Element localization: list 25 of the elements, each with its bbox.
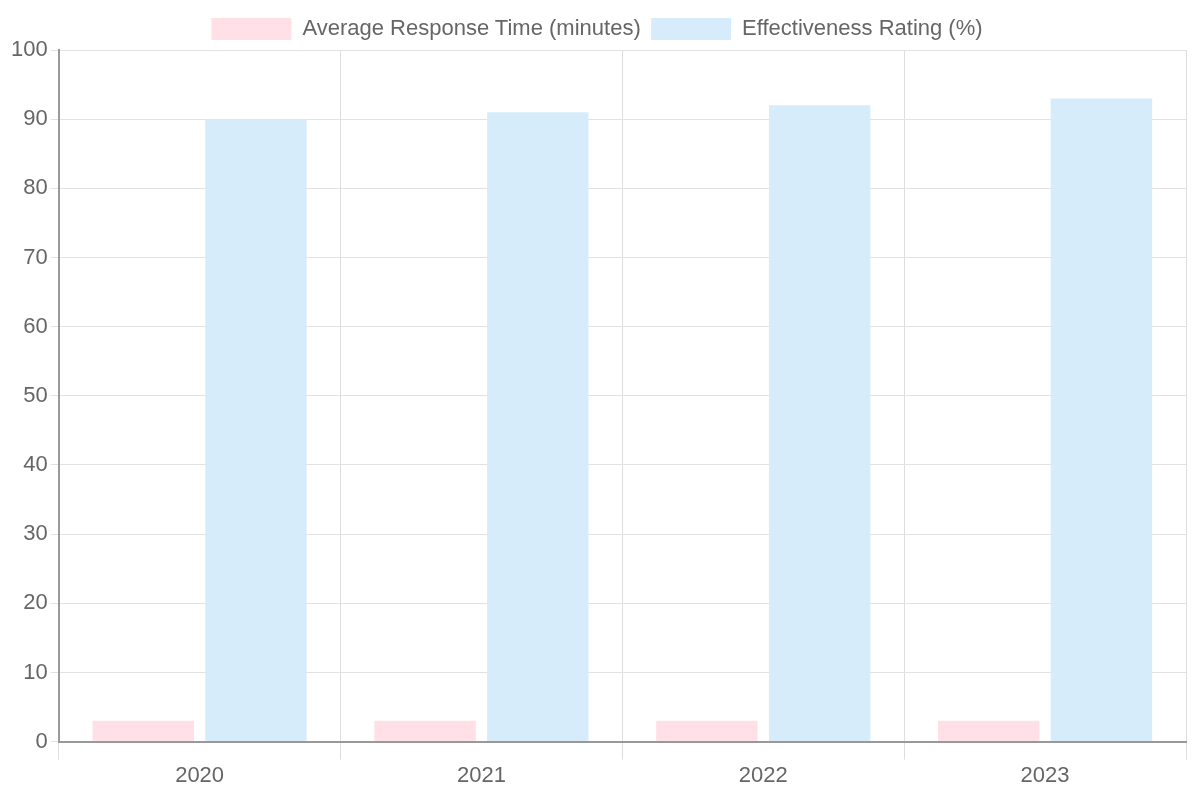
y-tick-label: 80 xyxy=(23,174,48,200)
bar xyxy=(1050,98,1153,742)
bar xyxy=(768,105,871,742)
x-tick-label: 2021 xyxy=(456,761,506,787)
bar xyxy=(487,112,589,742)
x-tick-label: 2023 xyxy=(1020,761,1070,787)
y-tick-label: 50 xyxy=(23,381,48,407)
y-tick-label: 0 xyxy=(35,727,48,753)
legend-label: Effectiveness Rating (%) xyxy=(742,15,983,41)
y-tick-label: 100 xyxy=(10,36,48,62)
x-tick-label: 2020 xyxy=(175,761,225,787)
bar xyxy=(374,720,476,742)
x-tick-label: 2022 xyxy=(738,761,788,787)
legend-label: Average Response Time (minutes) xyxy=(302,15,641,41)
bar xyxy=(92,720,194,742)
bar xyxy=(938,720,1040,742)
y-tick-label: 90 xyxy=(23,105,48,131)
y-tick-label: 60 xyxy=(23,312,48,338)
y-tick-label: 20 xyxy=(23,589,48,615)
bar xyxy=(656,720,758,742)
y-tick-label: 10 xyxy=(23,658,48,684)
y-tick-label: 40 xyxy=(23,451,48,477)
bar xyxy=(205,119,307,742)
y-tick-label: 30 xyxy=(23,520,48,546)
y-tick-label: 70 xyxy=(23,243,48,269)
